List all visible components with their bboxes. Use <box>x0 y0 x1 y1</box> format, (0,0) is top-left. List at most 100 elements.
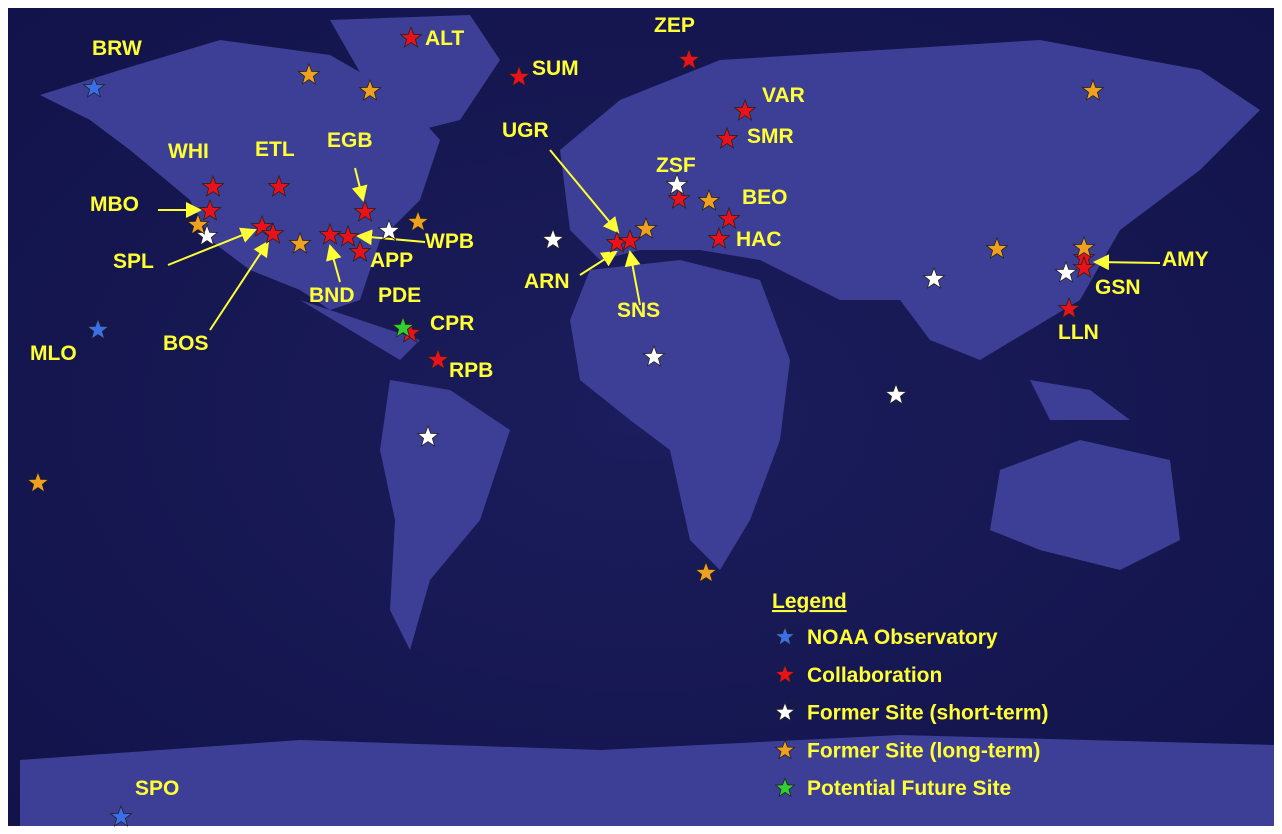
site-star <box>261 221 285 244</box>
landmasses <box>20 15 1274 826</box>
site-label: BEO <box>742 186 788 209</box>
legend-title: Legend <box>772 590 847 613</box>
site-star <box>1054 260 1078 283</box>
site-star <box>186 212 210 235</box>
site-label: CPR <box>430 312 474 335</box>
site-label: SNS <box>617 299 660 322</box>
site-star <box>618 228 642 251</box>
site-star <box>1081 78 1105 101</box>
site-label: ETL <box>255 138 295 161</box>
site-star <box>774 739 796 760</box>
site-star <box>336 224 360 247</box>
site-label: WHI <box>168 140 209 163</box>
arrow <box>209 240 270 331</box>
arrow <box>326 244 342 283</box>
legend-label: Former Site (short-term) <box>807 702 1049 725</box>
site-label: AMY <box>1162 248 1209 271</box>
site-star <box>353 199 377 222</box>
site-star <box>267 174 291 197</box>
site-star <box>201 174 225 197</box>
site-label: MBO <box>90 193 139 216</box>
site-star <box>774 625 796 647</box>
site-labels: BRW ALT SUM ZEP VAR SMR UGR WHI ETL EGB MBO ZSF BEO S… <box>30 14 1209 800</box>
site-label: PDE <box>378 284 421 307</box>
site-label: SUM <box>532 57 579 80</box>
site-star <box>507 64 531 87</box>
site-star <box>715 126 739 149</box>
legend-label: Collaboration <box>807 664 942 687</box>
site-star <box>634 216 658 239</box>
site-star <box>416 424 440 447</box>
site-star <box>250 214 274 237</box>
site-star <box>1072 255 1096 278</box>
site-star <box>774 777 796 798</box>
site-star <box>82 75 106 98</box>
site-star <box>288 231 312 254</box>
site-label: BOS <box>163 332 209 355</box>
site-star <box>665 172 689 195</box>
site-markers <box>26 25 1105 827</box>
site-label: APP <box>370 249 413 272</box>
site-label: SPL <box>113 250 154 273</box>
site-star <box>318 222 342 245</box>
site-label: ZSF <box>656 154 696 177</box>
legend-label: Former Site (long-term) <box>807 739 1040 762</box>
site-label: ALT <box>425 27 464 50</box>
arrow <box>549 149 620 234</box>
site-star <box>884 382 908 405</box>
site-star <box>677 47 701 70</box>
site-star <box>541 227 565 250</box>
site-star <box>399 25 423 48</box>
site-star <box>985 236 1009 259</box>
site-label: UGR <box>502 119 549 142</box>
arrow <box>579 250 618 276</box>
site-label: ARN <box>524 270 570 293</box>
site-star <box>733 98 757 121</box>
site-star <box>1072 235 1096 258</box>
legend-label: NOAA Observatory <box>807 626 998 649</box>
site-label: BRW <box>92 37 142 60</box>
site-star <box>358 78 382 101</box>
site-star <box>348 239 372 262</box>
site-label: EGB <box>327 129 373 152</box>
site-label: SMR <box>747 125 794 148</box>
legend-label: Potential Future Site <box>807 777 1011 800</box>
site-star <box>1057 296 1081 319</box>
site-label: HAC <box>736 228 782 251</box>
site-star <box>774 663 796 684</box>
site-label: RPB <box>449 359 493 382</box>
site-star <box>406 209 430 232</box>
legend: Legend NOAA Observatory Collaboration Form… <box>772 590 1049 800</box>
site-star <box>391 315 415 338</box>
site-star <box>195 223 219 246</box>
arrow <box>351 167 368 202</box>
site-star <box>642 344 666 367</box>
arrow <box>167 227 257 266</box>
arrow <box>356 229 426 246</box>
site-label: GSN <box>1095 276 1141 299</box>
site-label: BND <box>309 284 355 307</box>
site-star <box>774 701 796 722</box>
site-label: SPO <box>135 777 179 800</box>
site-star <box>377 218 401 241</box>
site-star <box>198 198 222 221</box>
site-star <box>667 186 691 209</box>
arrows <box>158 149 1161 331</box>
site-label: VAR <box>762 84 805 107</box>
site-star <box>697 188 721 211</box>
site-label: MLO <box>30 342 77 365</box>
site-star <box>694 560 718 583</box>
site-star <box>26 470 50 493</box>
site-star <box>717 206 741 229</box>
site-star <box>109 804 133 827</box>
site-label: LLN <box>1058 321 1099 344</box>
site-label: WPB <box>425 230 474 253</box>
site-star <box>426 347 450 370</box>
site-star <box>922 266 946 289</box>
site-star <box>297 62 321 85</box>
arrow <box>624 250 641 306</box>
site-star <box>86 317 110 340</box>
arrow <box>1093 254 1161 271</box>
site-label: ZEP <box>654 14 695 37</box>
